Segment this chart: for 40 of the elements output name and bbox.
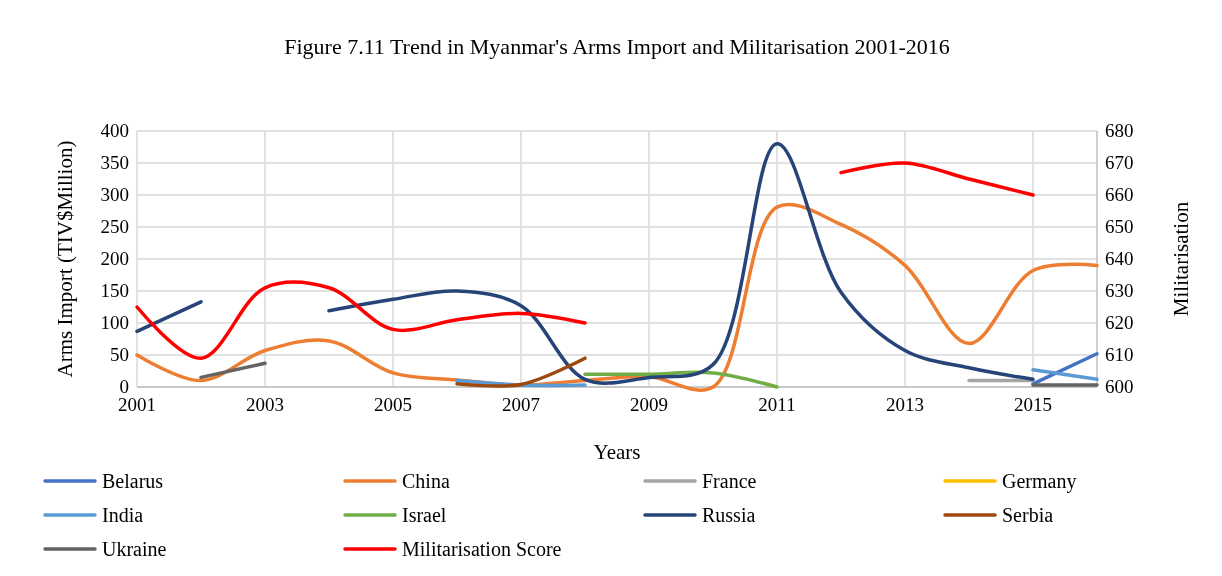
x-tick-label: 2015	[1014, 394, 1052, 415]
legend-label: Belarus	[102, 470, 164, 492]
x-tick-label: 2007	[502, 394, 540, 415]
y2-tick-label: 670	[1105, 152, 1134, 173]
y-tick-label: 350	[100, 152, 129, 173]
legend-label: Germany	[1002, 470, 1077, 493]
y2-tick-label: 630	[1105, 280, 1134, 301]
y-tick-label: 200	[100, 248, 129, 269]
y-tick-label: 50	[110, 344, 129, 365]
x-tick-label: 2005	[374, 394, 412, 415]
y-tick-label: 400	[100, 120, 129, 141]
legend-label: Ukraine	[102, 538, 167, 560]
legend-label: France	[702, 470, 757, 492]
x-axis-title: Years	[593, 440, 641, 464]
y2-axis-title: Militarisation	[1169, 201, 1193, 317]
x-tick-label: 2009	[630, 394, 668, 415]
y-tick-label: 150	[100, 280, 129, 301]
x-tick-label: 2013	[886, 394, 924, 415]
y2-tick-label: 600	[1105, 376, 1134, 397]
y-tick-label: 300	[100, 184, 129, 205]
legend-label: Serbia	[1002, 504, 1054, 526]
legend-label: Militarisation Score	[402, 538, 562, 560]
x-tick-label: 2001	[118, 394, 156, 415]
legend-label: India	[102, 504, 144, 526]
x-tick-label: 2003	[246, 394, 284, 415]
y2-tick-label: 650	[1105, 216, 1134, 237]
y2-tick-label: 640	[1105, 248, 1134, 269]
legend-label: China	[402, 470, 450, 492]
legend-label: Israel	[402, 504, 447, 526]
legend-label: Russia	[702, 504, 756, 526]
y-axis-title: Arms Import (TIV$Million)	[53, 140, 77, 378]
x-tick-label: 2011	[758, 394, 796, 415]
y2-tick-label: 620	[1105, 312, 1134, 333]
y2-tick-label: 680	[1105, 120, 1134, 141]
chart-title: Figure 7.11 Trend in Myanmar's Arms Import and Militarisation 2001-2016	[284, 34, 950, 59]
y-tick-label: 100	[100, 312, 129, 333]
y-tick-label: 0	[119, 376, 129, 397]
y-tick-label: 250	[100, 216, 129, 237]
y2-tick-label: 660	[1105, 184, 1134, 205]
y2-tick-label: 610	[1105, 344, 1134, 365]
